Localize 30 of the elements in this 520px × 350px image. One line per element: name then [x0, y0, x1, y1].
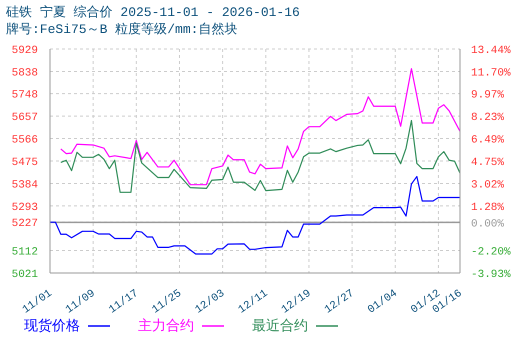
y2-tick-label: 0.00%	[471, 218, 504, 230]
y-tick-label: 5748	[12, 90, 38, 102]
y2-tick-label: -3.93%	[471, 269, 512, 281]
y2-tick-label: 4.75%	[471, 157, 504, 170]
legend-label: 现货价格	[24, 318, 80, 335]
y-tick-label: 5838	[12, 67, 38, 80]
y2-tick-label: 3.02%	[471, 179, 504, 192]
y-tick-label: 5384	[12, 179, 38, 192]
y-tick-label: 5475	[12, 157, 38, 169]
y2-tick-label: 9.97%	[471, 90, 504, 102]
y2-tick-label: 11.70%	[471, 67, 512, 80]
y-tick-label: 5293	[12, 202, 38, 214]
y2-tick-label: 1.28%	[471, 202, 504, 214]
y-tick-label: 5021	[12, 269, 38, 281]
y2-tick-label: 6.49%	[471, 134, 504, 147]
y2-tick-label: 13.44%	[471, 45, 512, 57]
legend-label: 主力合约	[138, 317, 194, 335]
chart-title: 硅铁 宁夏 综合价 2025-11-01 - 2026-01-16	[6, 4, 300, 21]
y-tick-label: 5929	[12, 45, 38, 57]
y-tick-label: 5112	[12, 246, 38, 259]
y2-tick-label: 8.23%	[471, 112, 504, 124]
y2-tick-label: -2.20%	[471, 246, 512, 259]
y-tick-label: 5566	[12, 134, 38, 147]
line-series	[50, 176, 460, 255]
line-series	[60, 68, 460, 186]
y-tick-label: 5227	[12, 218, 38, 230]
line-series	[60, 120, 460, 193]
y-tick-label: 5657	[12, 112, 38, 124]
chart-subtitle: 牌号:FeSi75～B 粒度等级/mm:自然块	[6, 21, 238, 38]
legend-label: 最近合约	[252, 318, 308, 335]
